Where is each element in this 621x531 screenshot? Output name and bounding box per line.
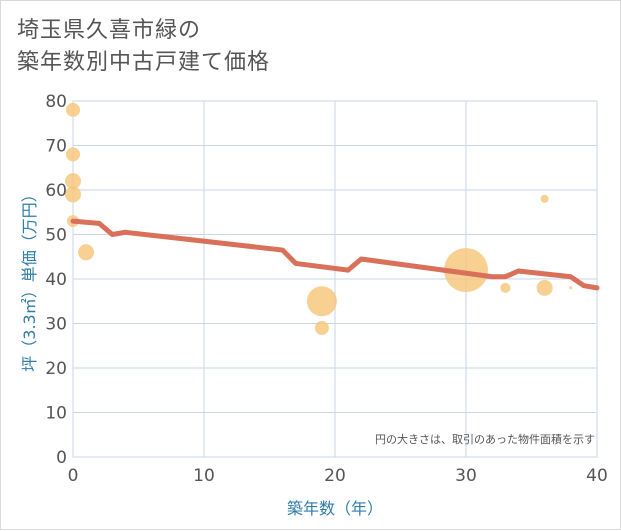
trend-line [70,218,600,291]
y-tick-label: 70 [45,137,67,157]
scatter-point [500,282,511,293]
x-tick-label: 10 [193,466,215,486]
scatter-point [540,194,549,203]
y-tick-label: 0 [56,448,67,468]
chart-title-line1: 埼玉県久喜市緑の [17,18,202,43]
scatter-point [569,286,573,290]
chart-title: 埼玉県久喜市緑の 築年数別中古戸建て価格 [17,15,270,79]
scatter-point [65,173,81,190]
y-tick-label: 60 [45,181,67,201]
scatter-point [444,248,488,293]
scatter-point [536,279,553,296]
y-tick-label: 40 [45,270,67,290]
x-tick-label: 0 [68,466,79,486]
scatter-point [314,320,329,335]
y-tick-label: 30 [45,315,67,335]
scatter-point [65,186,81,203]
scatter-point [306,286,337,317]
y-tick-label: 20 [45,359,67,379]
x-axis-label: 築年数（年） [287,499,383,518]
x-tick-label: 40 [586,466,608,486]
x-tick-label: 30 [455,466,477,486]
y-tick-label: 10 [45,404,67,424]
scatter-point [66,147,80,162]
axis-ticks: 0 10 20 30 40 0 10 20 30 40 50 60 70 80 [45,92,607,486]
bubble-size-note: 円の大きさは、取引のあった物件面積を示す [375,432,595,446]
scatter-point [78,244,95,261]
x-tick-label: 20 [324,466,346,486]
scatter-point [66,102,80,117]
y-axis-label: 坪（3.3㎡）単価（万円） [20,186,39,371]
trend-line-series [70,218,600,291]
y-tick-label: 80 [45,92,67,112]
bubble-series [65,102,573,335]
y-tick-label: 50 [45,226,67,246]
chart-title-line2: 築年数別中古戸建て価格 [17,50,271,75]
